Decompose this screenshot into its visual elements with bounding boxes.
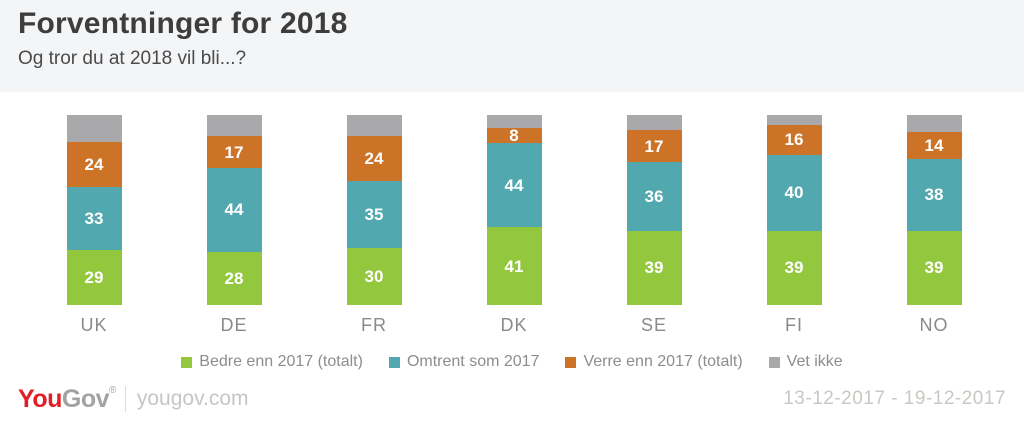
bar-segment-vet-ikke-uk bbox=[66, 115, 122, 142]
category-label-de: DE bbox=[220, 315, 248, 335]
yougov-logo: YouGov® bbox=[18, 385, 116, 414]
segment-value-label: 39 bbox=[924, 258, 944, 278]
chart-title: Forventninger for 2018 bbox=[18, 7, 348, 40]
stacked-bar-fr: 24 35 30 bbox=[346, 115, 402, 305]
legend-label-omtrent: Omtrent som 2017 bbox=[406, 353, 540, 370]
legend-item-vetikke: Vet ikke bbox=[768, 353, 843, 371]
segment-value-label: 24 bbox=[84, 154, 104, 174]
segment-value-label: 33 bbox=[84, 209, 104, 229]
bar-segment-verre-enn-2017-totalt-fi: 16 bbox=[766, 124, 822, 155]
bar-segment-vet-ikke-se bbox=[626, 115, 682, 131]
legend-item-omtrent: Omtrent som 2017 bbox=[388, 353, 540, 371]
stacked-bar-uk: 24 33 29 bbox=[66, 115, 122, 305]
segment-value-label: 44 bbox=[504, 175, 524, 195]
bar-segment-omtrent-som-2017-dk: 44 bbox=[486, 143, 542, 228]
legend-label-verre: Verre enn 2017 (totalt) bbox=[583, 353, 743, 370]
bar-segment-verre-enn-2017-totalt-dk: 8 bbox=[486, 126, 542, 146]
legend-swatch-bedre-icon bbox=[181, 356, 193, 368]
bar-column-dk: 8 44 41 DK bbox=[444, 115, 584, 336]
category-label-no: NO bbox=[919, 315, 949, 335]
bar-column-se: 17 36 39 SE bbox=[584, 115, 724, 336]
category-label-se: SE bbox=[640, 315, 667, 335]
legend-item-bedre: Bedre enn 2017 (totalt) bbox=[181, 353, 363, 371]
bar-segment-bedre-enn-2017-totalt-no: 39 bbox=[906, 230, 962, 305]
stacked-bar-dk: 8 44 41 bbox=[486, 115, 542, 305]
segment-value-label: 39 bbox=[644, 258, 664, 278]
bar-segment-vet-ikke-fr bbox=[346, 115, 402, 136]
legend-item-verre: Verre enn 2017 (totalt) bbox=[565, 353, 743, 371]
stacked-bar-no: 14 38 39 bbox=[906, 115, 962, 305]
legend-swatch-vetikke-icon bbox=[768, 356, 780, 368]
category-label-fi: FI bbox=[785, 315, 803, 335]
logo-gov-text: Gov bbox=[61, 384, 110, 413]
segment-value-label: 35 bbox=[364, 205, 384, 225]
bar-column-no: 14 38 39 NO bbox=[864, 115, 1004, 336]
fieldwork-date-range: 13-12-2017 - 19-12-2017 bbox=[783, 388, 1006, 409]
bar-segment-vet-ikke-dk bbox=[486, 115, 542, 129]
bars-row: 24 33 29 UK 17 44 28 DE 24 35 30 FR 8 44 41 DK 17 36 39 SE 1… bbox=[24, 115, 1004, 336]
segment-value-label: 41 bbox=[504, 256, 524, 276]
bar-segment-omtrent-som-2017-fr: 35 bbox=[346, 181, 402, 248]
segment-value-label: 38 bbox=[924, 185, 944, 205]
chart-subtitle: Og tror du at 2018 vil bli...? bbox=[18, 48, 247, 69]
category-label-dk: DK bbox=[500, 315, 528, 335]
segment-value-label: 44 bbox=[224, 200, 244, 220]
segment-value-label: 16 bbox=[784, 130, 804, 150]
bar-segment-omtrent-som-2017-no: 38 bbox=[906, 158, 962, 231]
stacked-bar-de: 17 44 28 bbox=[206, 115, 262, 305]
segment-value-label: 8 bbox=[509, 126, 519, 146]
footer-divider bbox=[124, 386, 126, 412]
bar-segment-omtrent-som-2017-de: 44 bbox=[206, 168, 262, 252]
bar-segment-omtrent-som-2017-se: 36 bbox=[626, 162, 682, 231]
bar-column-uk: 24 33 29 UK bbox=[24, 115, 164, 336]
bar-segment-bedre-enn-2017-totalt-se: 39 bbox=[626, 230, 682, 305]
legend: Bedre enn 2017 (totalt) Omtrent som 2017… bbox=[0, 353, 1024, 371]
legend-label-vetikke: Vet ikke bbox=[786, 353, 843, 370]
footer-dates-wrap: 13-12-2017 - 19-12-2017 bbox=[783, 388, 1006, 410]
segment-value-label: 39 bbox=[784, 258, 804, 278]
bar-segment-verre-enn-2017-totalt-fr: 24 bbox=[346, 135, 402, 182]
bar-segment-verre-enn-2017-totalt-de: 17 bbox=[206, 135, 262, 169]
category-label-uk: UK bbox=[80, 315, 108, 335]
logo-you-text: You bbox=[18, 384, 62, 413]
chart-area: 24 33 29 UK 17 44 28 DE 24 35 30 FR 8 44 41 DK 17 36 39 SE 1… bbox=[0, 92, 1024, 383]
category-label-fr: FR bbox=[361, 315, 387, 335]
bar-segment-bedre-enn-2017-totalt-fi: 39 bbox=[766, 230, 822, 305]
segment-value-label: 17 bbox=[224, 142, 244, 162]
header: Forventninger for 2018 Og tror du at 201… bbox=[0, 0, 1024, 92]
legend-label-bedre: Bedre enn 2017 (totalt) bbox=[199, 353, 363, 370]
bar-segment-bedre-enn-2017-totalt-dk: 41 bbox=[486, 227, 542, 305]
bar-segment-bedre-enn-2017-totalt-uk: 29 bbox=[66, 249, 122, 305]
bar-segment-vet-ikke-de bbox=[206, 115, 262, 136]
segment-value-label: 24 bbox=[364, 149, 384, 169]
segment-value-label: 17 bbox=[644, 136, 664, 156]
bar-segment-verre-enn-2017-totalt-no: 14 bbox=[906, 132, 962, 159]
stacked-bar-se: 17 36 39 bbox=[626, 115, 682, 305]
stacked-bar-fi: 16 40 39 bbox=[766, 115, 822, 305]
footer-site-url: yougov.com bbox=[136, 387, 249, 410]
segment-value-label: 29 bbox=[84, 267, 104, 287]
segment-value-label: 40 bbox=[784, 183, 804, 203]
segment-value-label: 14 bbox=[924, 135, 944, 155]
bar-column-de: 17 44 28 DE bbox=[164, 115, 304, 336]
segment-value-label: 36 bbox=[644, 187, 664, 207]
footer-branding: YouGov® yougov.com bbox=[18, 385, 249, 414]
bar-column-fi: 16 40 39 FI bbox=[724, 115, 864, 336]
bar-segment-omtrent-som-2017-fi: 40 bbox=[766, 154, 822, 231]
registered-mark-icon: ® bbox=[109, 384, 116, 396]
segment-value-label: 28 bbox=[224, 268, 244, 288]
bar-segment-vet-ikke-fi bbox=[766, 115, 822, 125]
bar-segment-omtrent-som-2017-uk: 33 bbox=[66, 187, 122, 250]
bar-column-fr: 24 35 30 FR bbox=[304, 115, 444, 336]
bar-segment-vet-ikke-no bbox=[906, 115, 962, 133]
bar-segment-verre-enn-2017-totalt-uk: 24 bbox=[66, 141, 122, 188]
bar-segment-bedre-enn-2017-totalt-de: 28 bbox=[206, 251, 262, 305]
legend-swatch-verre-icon bbox=[565, 356, 577, 368]
bar-segment-verre-enn-2017-totalt-se: 17 bbox=[626, 130, 682, 163]
bar-segment-bedre-enn-2017-totalt-fr: 30 bbox=[346, 247, 402, 305]
footer: YouGov® yougov.com 13-12-2017 - 19-12-20… bbox=[0, 383, 1024, 421]
segment-value-label: 30 bbox=[364, 266, 384, 286]
legend-swatch-omtrent-icon bbox=[388, 356, 400, 368]
